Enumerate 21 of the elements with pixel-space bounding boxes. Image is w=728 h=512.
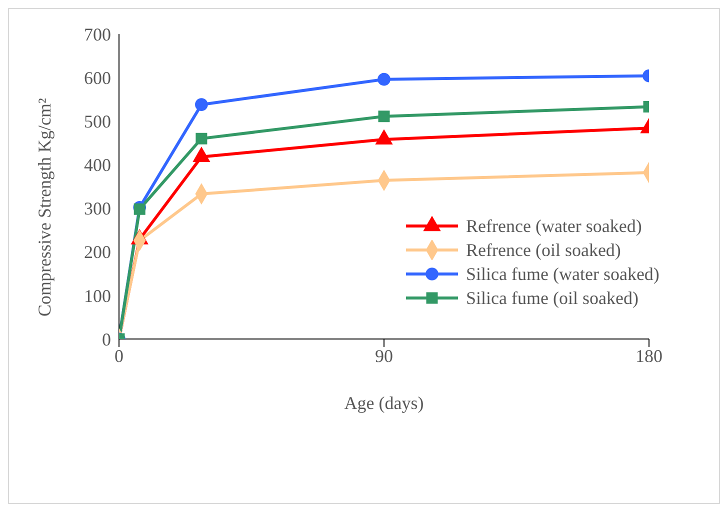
y-tick-label: 500	[84, 112, 111, 132]
point	[195, 98, 208, 111]
legend-label: Refrence (oil soaked)	[466, 239, 621, 262]
y-tick-label: 400	[84, 155, 111, 176]
x-axis-title: Age (days)	[344, 393, 424, 413]
y-tick-label: 200	[84, 242, 111, 262]
x-tick-label: 90	[375, 346, 393, 366]
legend-label: Silica fume (oil soaked)	[466, 287, 638, 310]
y-tick-label: 700	[84, 24, 111, 44]
y-tick-label: 600	[84, 68, 111, 88]
point	[378, 110, 390, 122]
y-tick-label: 100	[84, 286, 111, 306]
x-tick-label: 180	[636, 346, 662, 366]
y-tick-label: 300	[84, 198, 111, 219]
point	[378, 72, 390, 86]
point	[196, 132, 208, 144]
legend-label: Silica fume (water soaked)	[466, 263, 660, 286]
x-tick-label: 0	[114, 346, 124, 366]
y-axis-title: Compressive Strength Kg/cm²	[34, 98, 54, 316]
legend-label: Refrence (water soaked)	[466, 215, 642, 238]
y-tick-label: 0	[102, 329, 111, 350]
